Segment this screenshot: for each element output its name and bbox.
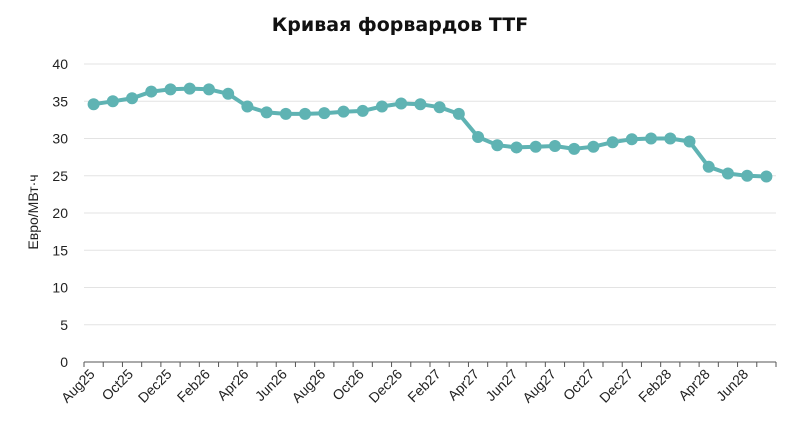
x-tick-label: Oct26 [329, 366, 367, 404]
data-point [126, 92, 139, 105]
x-tick-label: Jun26 [252, 366, 290, 404]
y-tick-label: 15 [52, 242, 68, 258]
data-point [568, 142, 581, 155]
data-point [222, 87, 235, 100]
data-point [548, 139, 561, 152]
data-point [241, 100, 254, 113]
y-tick-label: 20 [52, 205, 68, 221]
x-tick-label: Jun28 [713, 366, 751, 404]
data-point [87, 98, 100, 111]
data-point [587, 140, 600, 153]
y-tick-label: 5 [60, 317, 68, 333]
x-tick-label: Dec25 [135, 366, 175, 406]
data-point [645, 132, 658, 145]
data-point [625, 133, 638, 146]
data-point [606, 136, 619, 149]
data-point [702, 160, 715, 173]
x-tick-label: Aug26 [288, 366, 328, 406]
data-point [356, 104, 369, 117]
data-point [414, 98, 427, 111]
y-tick-label: 40 [52, 56, 68, 72]
series-line [93, 86, 767, 179]
x-tick-label: Apr26 [214, 366, 252, 404]
data-point [260, 106, 273, 119]
data-point [337, 105, 350, 118]
x-tick-label: Aug25 [58, 366, 98, 406]
data-point [760, 170, 773, 183]
data-point [183, 82, 196, 95]
data-point [164, 83, 177, 96]
x-tick-label: Feb28 [635, 366, 675, 406]
x-tick-label: Oct27 [560, 366, 598, 404]
x-tick-label: Dec26 [365, 366, 405, 406]
x-tick-label: Feb26 [174, 366, 214, 406]
data-point [664, 132, 677, 145]
data-point [433, 101, 446, 114]
y-tick-label: 35 [52, 93, 68, 109]
chart-title: Кривая форвардов TTF [271, 14, 529, 36]
x-tick-label: Jun27 [482, 366, 520, 404]
data-point [145, 85, 158, 98]
x-tick-label: Apr27 [444, 366, 482, 404]
x-tick-label: Feb27 [404, 366, 444, 406]
data-point [202, 83, 215, 96]
data-point [529, 140, 542, 153]
data-point [683, 135, 696, 148]
x-tick-label: Dec27 [596, 366, 636, 406]
data-points [87, 82, 773, 183]
y-tick-label: 25 [52, 168, 68, 184]
gridlines [84, 63, 776, 326]
x-tick-label: Apr28 [675, 366, 713, 404]
data-point [472, 131, 485, 144]
y-tick-label: 10 [52, 280, 68, 296]
data-point [491, 139, 504, 152]
data-point [452, 107, 465, 120]
data-point [510, 141, 523, 154]
data-point [318, 107, 331, 120]
y-axis-label: Евро/МВт·ч [25, 174, 41, 249]
y-axis-ticks: 0 5 10 15 20 25 30 35 40 [52, 56, 68, 370]
data-point [721, 167, 734, 180]
data-point [106, 95, 119, 108]
data-point [395, 97, 408, 110]
x-tick-label: Aug27 [519, 366, 559, 406]
data-point [375, 100, 388, 113]
data-point [279, 107, 292, 120]
y-tick-label: 30 [52, 131, 68, 147]
data-point [741, 169, 754, 182]
y-tick-label: 0 [60, 354, 68, 370]
x-tick-label: Oct25 [98, 366, 136, 404]
data-point [299, 107, 312, 120]
